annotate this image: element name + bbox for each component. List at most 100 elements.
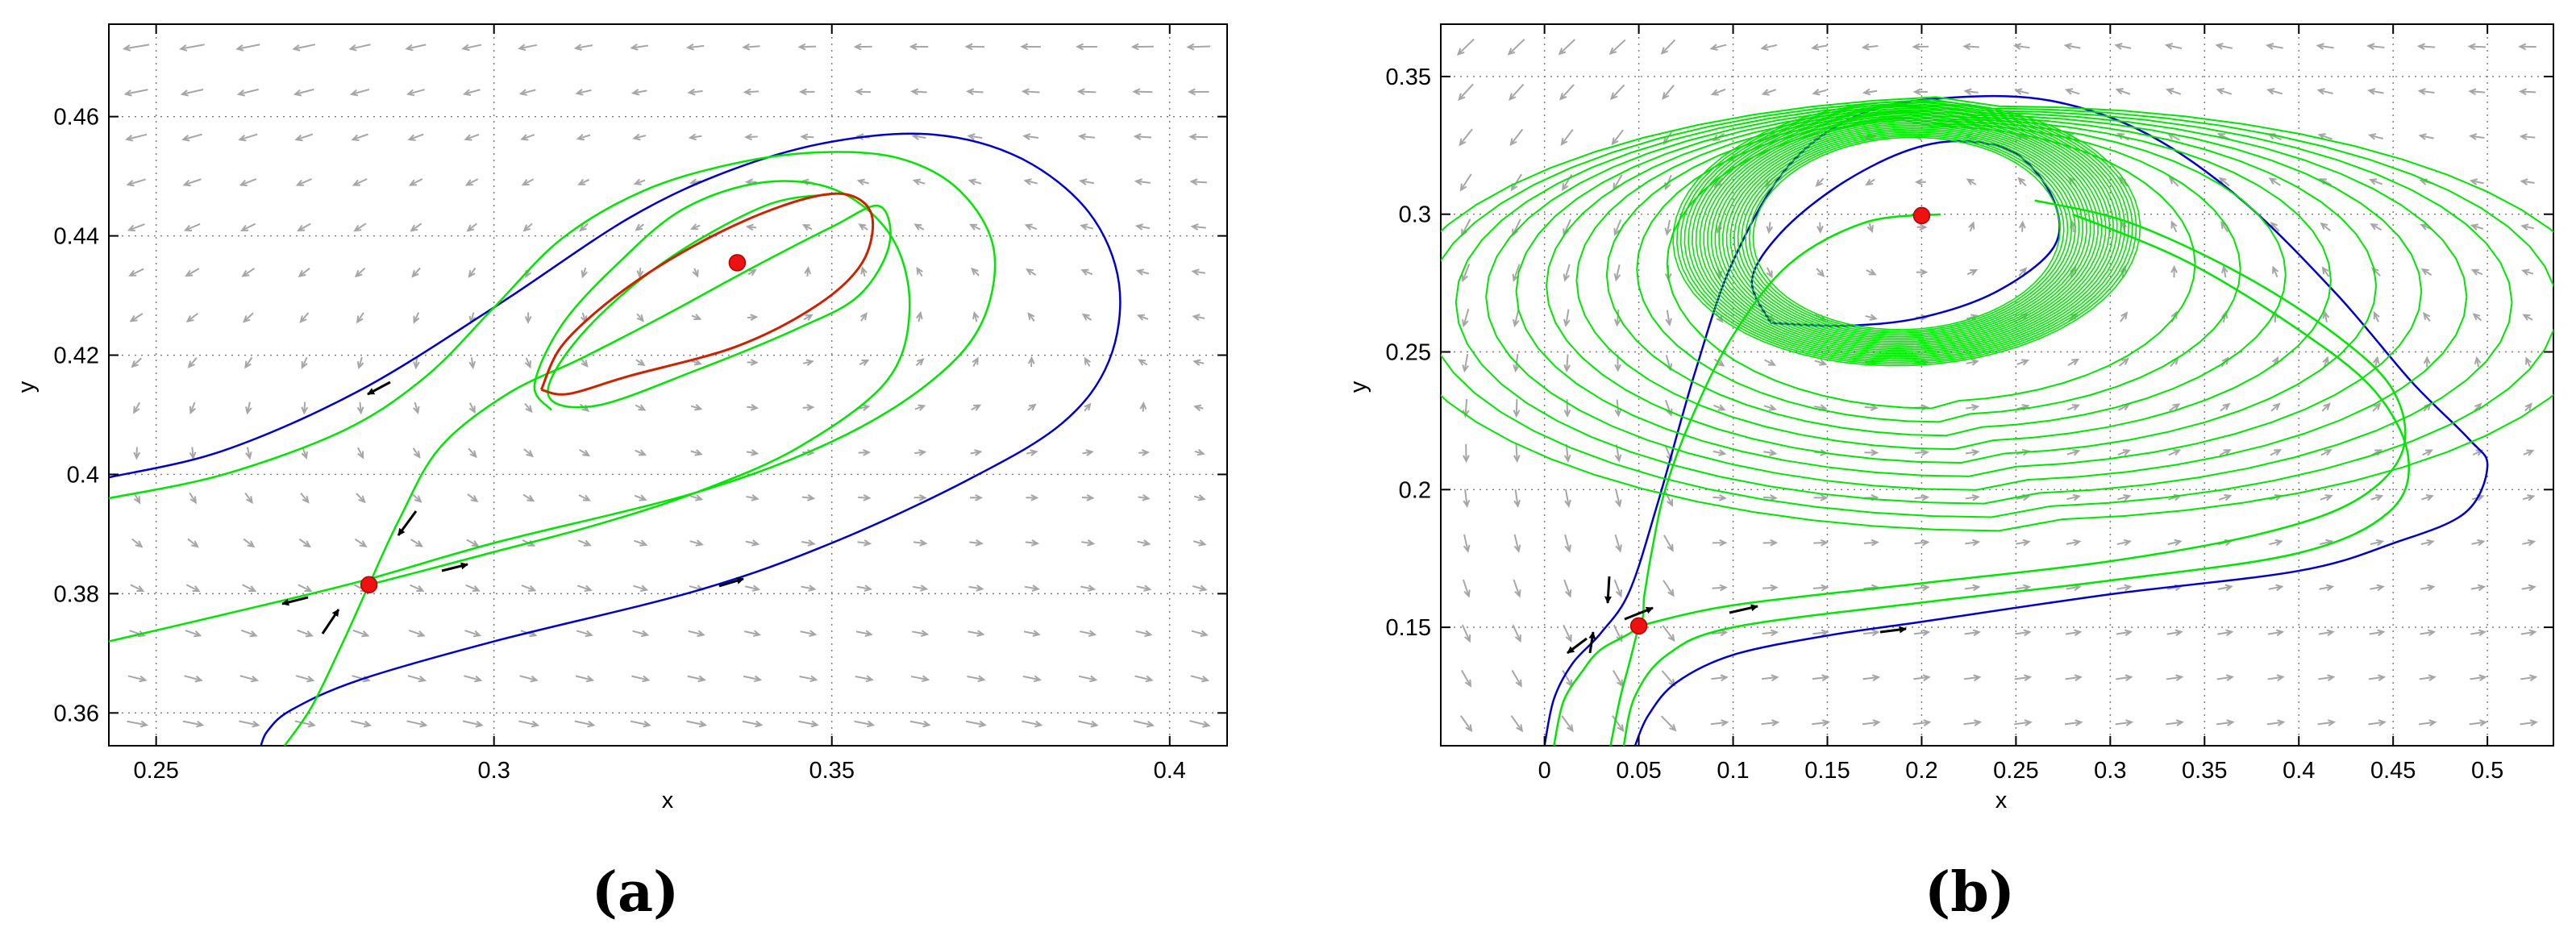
field-arrow-a-9-9 <box>635 449 647 456</box>
field-arrow-b-11-13 <box>2015 629 2032 637</box>
field-arrow-a-7-4 <box>522 223 533 232</box>
field-arrow-b-14-1 <box>2166 88 2182 95</box>
ytick-label-a-4: 0.44 <box>54 224 99 250</box>
plot-frame-b <box>1440 23 2554 747</box>
field-arrow-b-17-8 <box>2321 402 2331 412</box>
field-arrow-b-16-3 <box>2268 177 2281 186</box>
trajectory-a-1 <box>109 151 997 643</box>
field-arrow-a-2-2 <box>238 133 258 142</box>
equilibrium-focus-b <box>1912 206 1931 225</box>
field-arrow-b-9-9 <box>1915 448 1929 456</box>
field-arrow-a-0-2 <box>125 133 148 142</box>
field-arrow-a-9-1 <box>630 88 647 96</box>
field-arrow-b-13-7 <box>2118 357 2129 367</box>
field-arrow-a-13-4 <box>858 223 868 231</box>
field-arrow-b-21-2 <box>2519 133 2536 141</box>
field-arrow-a-7-14 <box>519 675 539 683</box>
xtick-label-a-1: 0.3 <box>478 758 510 784</box>
field-arrow-b-13-12 <box>2116 584 2133 592</box>
trajectory-b-0 <box>1543 94 2489 746</box>
field-arrow-b-11-15 <box>2014 719 2033 726</box>
field-arrow-a-17-15 <box>1077 720 1099 728</box>
field-arrow-a-16-3 <box>1023 178 1038 185</box>
field-arrow-a-12-7 <box>802 359 814 367</box>
field-arrow-b-0-5 <box>1461 264 1471 283</box>
field-arrow-b-5-8 <box>1713 404 1726 411</box>
field-arrow-a-5-14 <box>407 675 427 683</box>
field-arrow-b-0-12 <box>1463 579 1471 598</box>
field-arrow-a-8-10 <box>578 494 592 501</box>
field-arrow-b-5-10 <box>1712 494 1727 501</box>
field-arrow-b-1-11 <box>1513 534 1521 553</box>
outer-loop-b-4 <box>1545 109 2378 464</box>
field-arrow-a-14-6 <box>916 310 923 322</box>
field-arrow-a-7-3 <box>521 178 535 186</box>
xtick-label-b-3: 0.15 <box>1804 758 1850 784</box>
flow-arrow-a-1 <box>367 381 391 396</box>
field-arrow-a-8-2 <box>576 133 591 141</box>
field-arrow-b-4-0 <box>1660 39 1675 55</box>
spiral-ring-b-18 <box>1683 106 2129 362</box>
field-arrow-a-15-1 <box>966 88 984 96</box>
field-arrow-b-14-14 <box>2166 674 2184 682</box>
field-arrow-a-11-4 <box>745 223 757 231</box>
field-arrow-b-19-5 <box>2420 268 2432 277</box>
field-arrow-b-15-8 <box>2220 402 2231 412</box>
field-arrow-a-0-9 <box>133 447 141 460</box>
field-arrow-b-3-4 <box>1613 219 1622 237</box>
field-arrow-b-1-14 <box>1511 669 1522 688</box>
field-arrow-a-7-10 <box>522 493 535 502</box>
field-arrow-a-17-2 <box>1077 133 1096 140</box>
field-arrow-b-17-10 <box>2320 494 2333 501</box>
field-arrow-a-3-3 <box>295 178 312 186</box>
field-arrow-a-4-11 <box>354 539 368 547</box>
spiral-ring-b-4 <box>1737 130 2076 338</box>
field-arrow-a-4-2 <box>351 133 368 142</box>
xlabel-a: x <box>662 788 674 813</box>
field-arrow-a-9-0 <box>630 44 649 51</box>
field-arrow-b-12-10 <box>2066 493 2081 501</box>
field-arrow-b-17-4 <box>2320 222 2331 231</box>
field-arrow-b-9-11 <box>1914 539 1930 547</box>
field-arrow-b-21-13 <box>2520 629 2537 637</box>
field-arrow-a-12-4 <box>801 224 813 231</box>
field-arrow-a-2-8 <box>245 401 252 415</box>
field-arrow-b-18-10 <box>2370 494 2384 501</box>
field-arrow-b-10-11 <box>1965 539 1981 547</box>
field-arrow-b-20-13 <box>2470 629 2487 637</box>
field-arrow-a-4-5 <box>354 267 366 278</box>
xtick-label-b-10: 0.5 <box>2471 758 2503 784</box>
field-arrow-b-21-0 <box>2518 43 2536 51</box>
field-arrow-b-12-7 <box>2067 358 2080 366</box>
field-arrow-b-2-2 <box>1560 129 1574 146</box>
field-arrow-a-5-11 <box>410 539 424 547</box>
field-arrow-b-13-0 <box>2114 43 2132 50</box>
field-arrow-a-5-15 <box>406 720 428 728</box>
field-arrow-b-14-5 <box>2170 264 2178 278</box>
field-arrow-a-7-0 <box>518 44 538 52</box>
field-arrow-a-12-13 <box>800 630 818 637</box>
field-arrow-a-13-14 <box>855 675 874 683</box>
field-arrow-b-15-1 <box>2216 88 2233 95</box>
field-arrow-b-18-2 <box>2368 133 2383 140</box>
panel-b: 0 0.05 0.1 0.15 0.2 0.25 0.3 0.35 0.4 0.45 0.5 0.15… <box>1346 23 2554 925</box>
field-arrow-b-4-12 <box>1663 580 1675 597</box>
field-arrow-b-13-14 <box>2116 674 2133 682</box>
field-arrow-a-3-0 <box>292 44 316 52</box>
field-arrow-b-11-0 <box>2012 43 2030 50</box>
field-arrow-a-18-0 <box>1130 43 1154 51</box>
field-arrow-a-17-13 <box>1080 630 1097 638</box>
xtick-label-b-9: 0.45 <box>2370 758 2416 784</box>
field-arrow-a-3-14 <box>295 675 315 683</box>
field-arrow-b-16-15 <box>2266 719 2286 726</box>
field-arrow-a-1-10 <box>189 492 198 505</box>
field-arrow-a-2-9 <box>245 447 252 460</box>
field-arrow-a-1-11 <box>187 538 199 548</box>
field-arrow-a-14-3 <box>912 178 926 185</box>
field-arrow-b-2-13 <box>1563 624 1572 643</box>
field-arrow-b-10-15 <box>1963 719 1983 726</box>
field-arrow-b-4-13 <box>1662 625 1675 643</box>
field-arrow-b-13-15 <box>2115 719 2134 726</box>
field-arrow-a-8-1 <box>575 89 592 96</box>
field-arrow-a-5-1 <box>406 89 425 97</box>
